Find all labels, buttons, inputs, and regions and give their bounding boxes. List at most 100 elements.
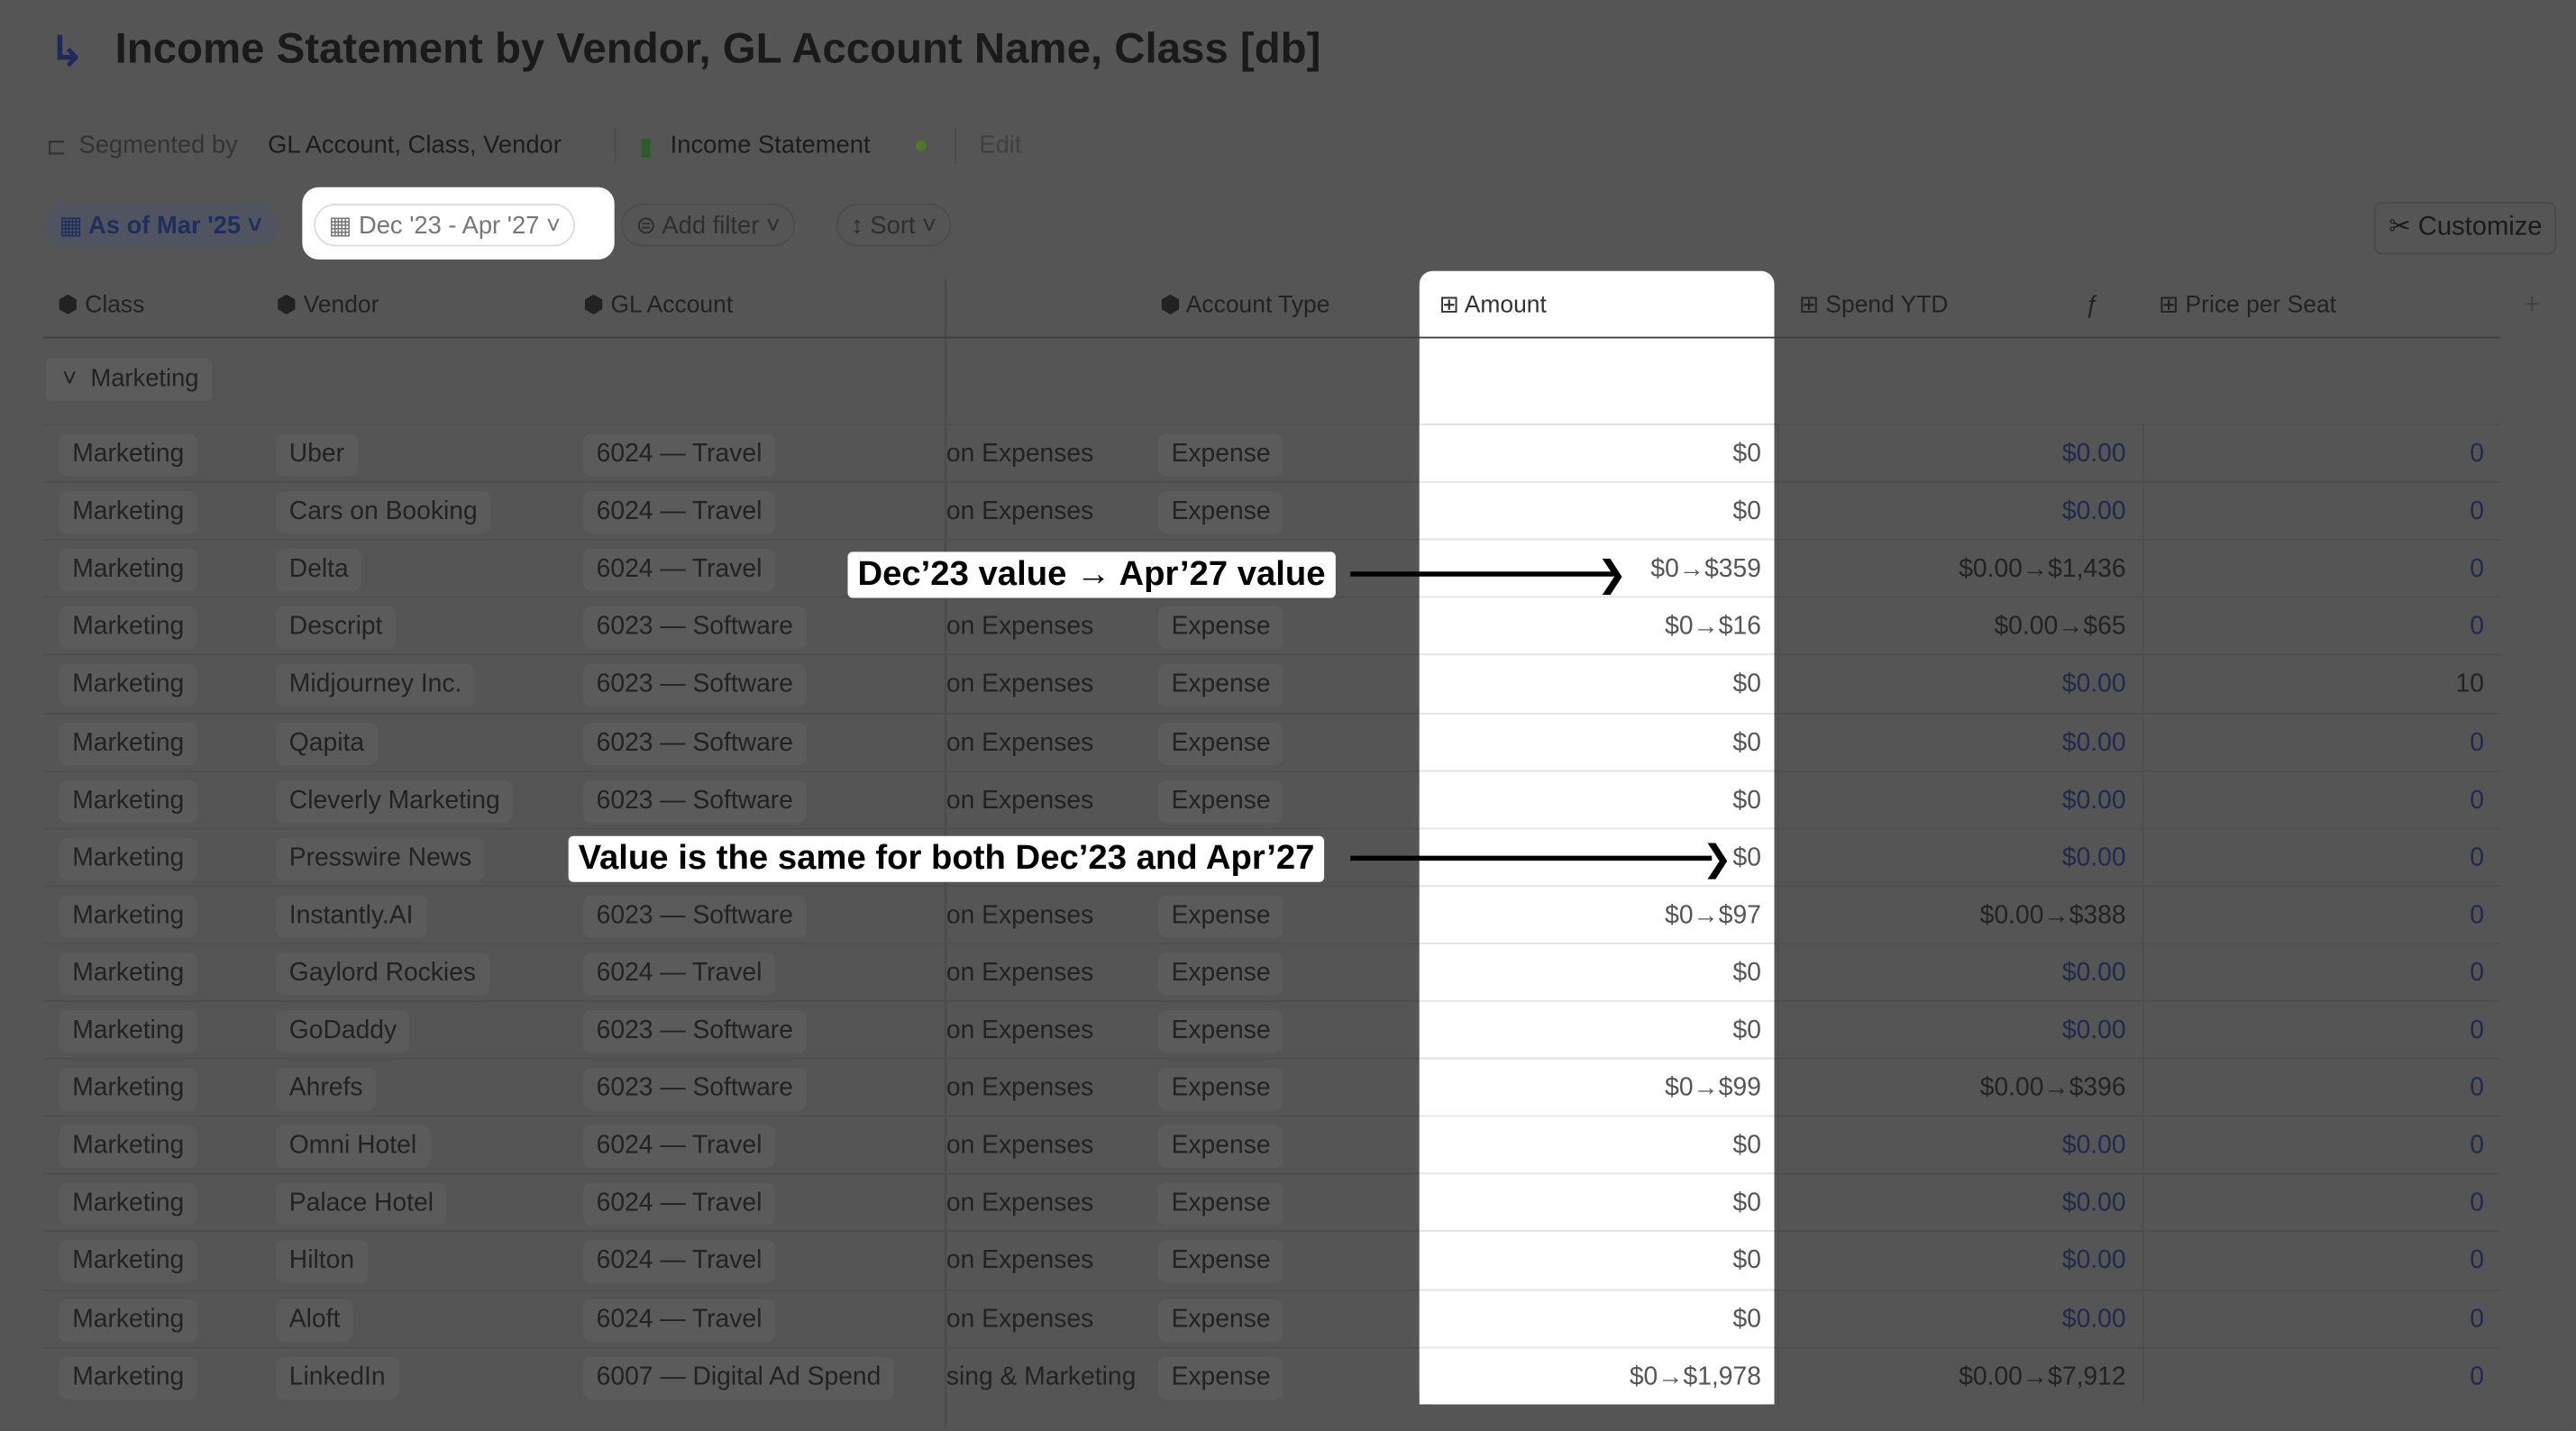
vendor-cell[interactable]: Instantly.AI (276, 887, 427, 944)
gl-account-cell[interactable]: 6024 — Travel (583, 541, 775, 598)
spend-ytd-cell[interactable]: $0.00 (1777, 1001, 2139, 1060)
spend-ytd-cell[interactable]: $0.00 (1777, 1290, 2139, 1348)
amount-cell[interactable]: $0 (1419, 481, 1775, 540)
table-row[interactable]: Marketing Descript 6023 — Software on Expen… (42, 597, 2501, 656)
gl-account-cell[interactable]: 6007 — Digital Ad Spend (583, 1348, 894, 1406)
table-row[interactable]: Marketing Qapita 6023 — Software on Expense… (42, 712, 2501, 771)
gl-account-cell[interactable]: 6023 — Software (583, 1060, 807, 1117)
column-header-price-per-seat[interactable]: ⊞ Price per Seat (2159, 292, 2337, 319)
category-cell[interactable]: on Expenses (946, 425, 1144, 483)
category-cell[interactable]: on Expenses (946, 771, 1144, 829)
table-row[interactable]: Marketing Uber 6024 — Travel on Expenses Exp… (42, 424, 2501, 483)
as-of-dropdown[interactable]: ▦ As of Mar '25 ˅ (44, 204, 278, 247)
class-cell[interactable]: Marketing (59, 829, 197, 887)
spend-ytd-cell[interactable]: $0.00→$7,912 (1777, 1347, 2139, 1406)
amount-cell[interactable]: $0→$97 (1419, 885, 1775, 943)
class-cell[interactable]: Marketing (59, 1175, 197, 1233)
vendor-cell[interactable]: Uber (276, 425, 358, 483)
amount-cell[interactable]: $0 (1419, 770, 1775, 827)
account-type-cell[interactable]: Expense (1158, 1117, 1284, 1175)
spend-ytd-cell[interactable]: $0.00 (1777, 655, 2139, 714)
category-cell[interactable]: on Expenses (946, 598, 1144, 656)
amount-cell[interactable]: $0 (1419, 1115, 1775, 1173)
price-per-seat-cell[interactable]: 0 (2142, 770, 2500, 829)
gl-account-cell[interactable]: 6023 — Software (583, 771, 807, 829)
class-cell[interactable]: Marketing (59, 1002, 197, 1060)
column-header-gl-account[interactable]: ⬢ GL Account (583, 292, 734, 319)
table-row[interactable]: Marketing Omni Hotel 6024 — Travel on Expen… (42, 1115, 2501, 1175)
gl-account-cell[interactable]: 6024 — Travel (583, 1117, 775, 1175)
price-per-seat-cell[interactable]: 0 (2142, 828, 2500, 887)
category-cell[interactable]: on Expenses (946, 1060, 1144, 1117)
table-row[interactable]: Marketing Midjourney Inc. 6023 — Software o… (42, 654, 2501, 714)
category-cell[interactable]: on Expenses (946, 1002, 1144, 1060)
account-type-cell[interactable]: Expense (1158, 425, 1284, 483)
class-cell[interactable]: Marketing (59, 944, 197, 1002)
account-type-cell[interactable]: Expense (1158, 598, 1284, 656)
category-cell[interactable]: on Expenses (946, 656, 1144, 714)
gl-account-cell[interactable]: 6023 — Software (583, 1002, 807, 1060)
account-type-cell[interactable]: Expense (1158, 887, 1284, 944)
vendor-cell[interactable]: Cleverly Marketing (276, 771, 514, 829)
class-cell[interactable]: Marketing (59, 1348, 197, 1406)
source-link[interactable]: Income Statement (670, 131, 871, 160)
spend-ytd-cell[interactable]: $0.00 (1777, 828, 2139, 887)
price-per-seat-cell[interactable]: 0 (2142, 483, 2500, 541)
segmented-by-value[interactable]: GL Account, Class, Vendor (268, 131, 562, 160)
price-per-seat-cell[interactable]: 0 (2142, 1232, 2500, 1290)
gl-account-cell[interactable]: 6024 — Travel (583, 1175, 775, 1233)
gl-account-cell[interactable]: 6024 — Travel (583, 1233, 775, 1290)
spend-ytd-cell[interactable]: $0.00 (1777, 1174, 2139, 1233)
table-row[interactable]: Marketing GoDaddy 6023 — Software on Expens… (42, 1000, 2501, 1060)
account-type-cell[interactable]: Expense (1158, 1348, 1284, 1406)
amount-cell[interactable]: $0 (1419, 712, 1775, 770)
price-per-seat-cell[interactable]: 0 (2142, 943, 2500, 1002)
price-per-seat-cell[interactable]: 0 (2142, 1001, 2500, 1060)
vendor-cell[interactable]: Midjourney Inc. (276, 656, 475, 714)
vendor-cell[interactable]: LinkedIn (276, 1348, 399, 1406)
category-cell[interactable]: on Expenses (946, 944, 1144, 1002)
spend-ytd-cell[interactable]: $0.00→$1,436 (1777, 541, 2139, 598)
vendor-cell[interactable]: Cars on Booking (276, 483, 491, 541)
spend-ytd-cell[interactable]: $0.00 (1777, 1117, 2139, 1175)
table-row[interactable]: Marketing Cars on Booking 6024 — Travel on … (42, 481, 2501, 541)
spend-ytd-cell[interactable]: $0.00 (1777, 483, 2139, 541)
account-type-cell[interactable]: Expense (1158, 656, 1284, 714)
spend-ytd-cell[interactable]: $0.00 (1777, 425, 2139, 483)
table-row[interactable]: Marketing Instantly.AI 6023 — Software on E… (42, 885, 2501, 944)
add-filter-button[interactable]: ⊜ Add filter ˅ (620, 204, 796, 247)
amount-cell[interactable]: $0 (1419, 1000, 1775, 1058)
class-cell[interactable]: Marketing (59, 771, 197, 829)
amount-cell[interactable]: $0 (1419, 1172, 1775, 1231)
amount-cell[interactable]: $0 (1419, 654, 1775, 712)
account-type-cell[interactable]: Expense (1158, 1002, 1284, 1060)
vendor-cell[interactable]: Aloft (276, 1290, 353, 1348)
column-header-class[interactable]: ⬢ Class (57, 292, 145, 319)
amount-cell[interactable]: $0 (1419, 424, 1775, 482)
account-type-cell[interactable]: Expense (1158, 1060, 1284, 1117)
amount-cell[interactable]: $0→$99 (1419, 1057, 1775, 1116)
account-type-cell[interactable]: Expense (1158, 771, 1284, 829)
class-cell[interactable]: Marketing (59, 1290, 197, 1348)
spend-ytd-cell[interactable]: $0.00→$65 (1777, 598, 2139, 656)
account-type-cell[interactable]: Expense (1158, 714, 1284, 771)
amount-cell[interactable]: $0→$16 (1419, 597, 1775, 654)
class-cell[interactable]: Marketing (59, 887, 197, 944)
vendor-cell[interactable]: Gaylord Rockies (276, 944, 489, 1002)
gl-account-cell[interactable]: 6024 — Travel (583, 483, 775, 541)
amount-cell[interactable]: $0 (1419, 943, 1775, 1000)
price-per-seat-cell[interactable]: 0 (2142, 713, 2500, 771)
price-per-seat-cell[interactable]: 0 (2142, 886, 2500, 944)
vendor-cell[interactable]: Omni Hotel (276, 1117, 430, 1175)
vendor-cell[interactable]: Ahrefs (276, 1060, 377, 1117)
table-row[interactable]: Marketing Aloft 6024 — Travel on Expenses Ex… (42, 1288, 2501, 1348)
price-per-seat-cell[interactable]: 10 (2142, 655, 2500, 714)
spend-ytd-cell[interactable]: $0.00→$396 (1777, 1059, 2139, 1117)
class-cell[interactable]: Marketing (59, 656, 197, 714)
table-row[interactable]: Marketing Ahrefs 6023 — Software on Expense… (42, 1057, 2501, 1117)
add-column-button[interactable]: + (2523, 287, 2541, 321)
account-type-cell[interactable]: Expense (1158, 1233, 1284, 1290)
vendor-cell[interactable]: GoDaddy (276, 1002, 410, 1060)
account-type-cell[interactable]: Expense (1158, 944, 1284, 1002)
column-header-spend-ytd[interactable]: ⊞ Spend YTD (1798, 292, 1949, 319)
